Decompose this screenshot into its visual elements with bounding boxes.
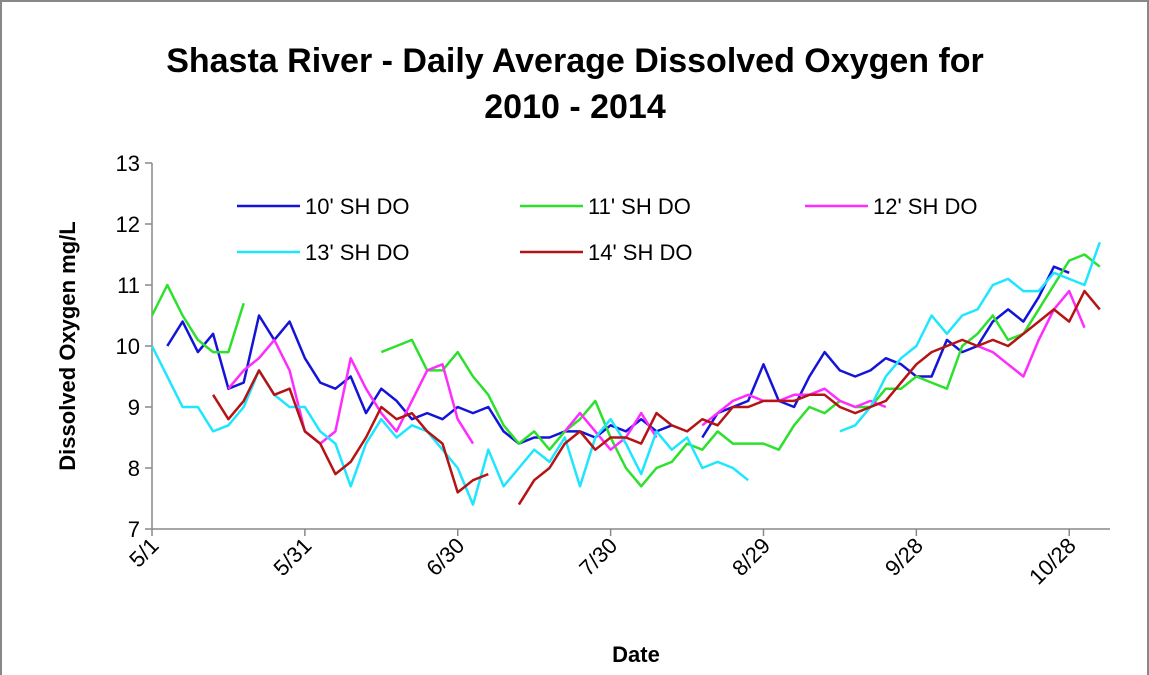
x-axis-title: Date xyxy=(612,642,660,667)
legend-label: 14' SH DO xyxy=(588,240,692,265)
x-tick-label: 10/28 xyxy=(1024,533,1081,590)
series-line xyxy=(150,253,1101,488)
x-tick-label: 7/30 xyxy=(574,533,622,581)
y-tick-label: 9 xyxy=(128,395,140,420)
x-tick-label: 5/31 xyxy=(268,533,316,581)
legend-label: 12' SH DO xyxy=(873,194,977,219)
series-line xyxy=(150,241,1101,506)
x-tick-label: 8/29 xyxy=(727,533,775,581)
y-tick-label: 8 xyxy=(128,456,140,481)
x-tick-label: 6/30 xyxy=(421,533,469,581)
series-line xyxy=(212,289,1101,506)
series-line xyxy=(227,289,1086,451)
chart-subtitle: 2010 - 2014 xyxy=(484,88,666,126)
legend-label: 11' SH DO xyxy=(588,194,691,219)
x-tick-label: 9/28 xyxy=(880,533,928,581)
y-tick-label: 7 xyxy=(128,517,140,542)
chart-title: Shasta River - Daily Average Dissolved O… xyxy=(166,42,984,80)
y-axis-title: Dissolved Oxygen mg/L xyxy=(55,221,80,470)
y-tick-label: 13 xyxy=(116,151,140,176)
legend-label: 10' SH DO xyxy=(305,194,409,219)
series-line xyxy=(166,265,1070,445)
legend-label: 13' SH DO xyxy=(305,240,409,265)
y-tick-label: 11 xyxy=(117,273,140,298)
y-tick-label: 10 xyxy=(116,334,140,359)
y-tick-label: 12 xyxy=(116,212,140,237)
